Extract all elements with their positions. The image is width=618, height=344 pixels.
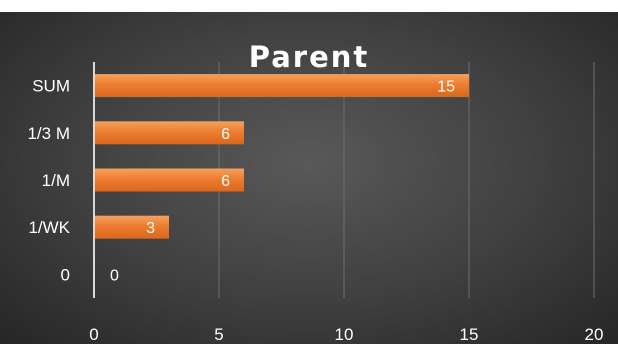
category-label: SUM xyxy=(32,77,70,96)
bar xyxy=(94,215,169,239)
category-label: 0 xyxy=(61,265,70,284)
x-tick-label: 10 xyxy=(335,325,354,344)
category-label: 1/M xyxy=(42,171,70,190)
x-tick-label: 5 xyxy=(214,325,223,344)
data-label: 15 xyxy=(437,79,455,96)
data-label: 6 xyxy=(221,173,230,190)
category-label: 1/3 M xyxy=(27,124,70,143)
data-label: 6 xyxy=(221,126,230,143)
x-tick-label: 0 xyxy=(89,325,98,344)
category-label: 1/WK xyxy=(28,218,70,237)
x-tick-label: 15 xyxy=(460,325,479,344)
data-label: 0 xyxy=(110,267,119,284)
data-label: 3 xyxy=(146,220,155,237)
bar xyxy=(94,121,244,145)
bar xyxy=(94,168,244,192)
bar xyxy=(94,74,469,98)
x-tick-label: 20 xyxy=(585,325,604,344)
bar-chart: 0 5 10 15 20 SUM 15 1/3 M 6 1/M 6 1/WK 3 0 0 xyxy=(27,62,604,344)
chart-area: 0 5 10 15 20 SUM 15 1/3 M 6 1/M 6 1/WK 3 0 0 Parent xyxy=(0,12,618,344)
